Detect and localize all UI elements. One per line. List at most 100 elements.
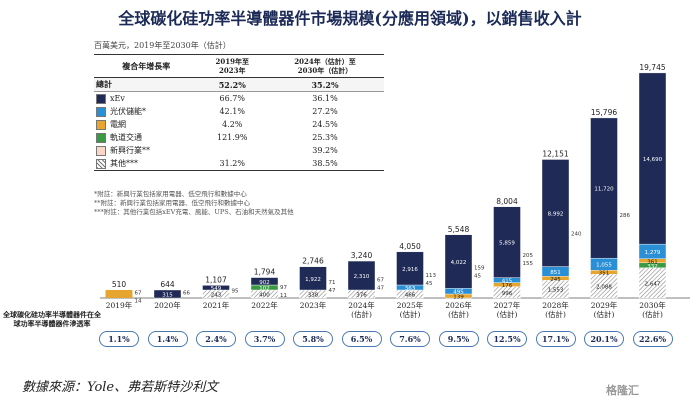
side-value-label: 95 [232, 288, 239, 294]
side-value-label: 11 [280, 293, 287, 299]
x-tick-label: 2020年 [154, 300, 181, 310]
penetration-rate-pill: 1.4% [147, 331, 188, 347]
cagr-row-rail: 軌道交通 121.9% 25.3% [94, 131, 384, 144]
cagr-row-label: xEv [110, 93, 125, 103]
penetration-rate-pill: 3.7% [244, 331, 285, 347]
cagr-row-c1: 66.7% [219, 94, 245, 103]
side-value-label: 71 [329, 280, 336, 286]
side-value-label: 155 [523, 261, 534, 267]
cagr-row-grid: 電網 4.2% 24.5% [94, 118, 384, 131]
x-tick-label: 2024年(估計) [348, 300, 375, 319]
unit-label: 百萬美元，2019年至2030年（估計） [94, 41, 231, 50]
bar-total-label: 4,050 [399, 242, 421, 251]
bar-segment-xEv [299, 266, 327, 291]
bar-segment-xEv [638, 72, 667, 245]
bar-segment-xEv [444, 234, 473, 289]
x-tick-label: 2026年(估計) [445, 300, 472, 319]
segment-value-label: 332 [647, 264, 658, 270]
segment-value-label: 139 [453, 295, 464, 301]
penetration-rate-pill: 17.1% [535, 331, 576, 347]
side-value-label: 67 [135, 290, 142, 296]
cagr-row-label: 軌道交通 [110, 133, 142, 142]
cagr-total-c2: 35.2% [266, 77, 384, 92]
segment-value-label: 1,055 [596, 263, 612, 269]
penetration-rate-pill: 7.6% [390, 331, 430, 347]
side-value-label: 97 [280, 285, 287, 291]
x-tick-label: 2021年 [203, 300, 230, 310]
page-title: 全球碳化硅功率半導體器件市場規模(分應用領域)，以銷售收入計 [118, 9, 582, 28]
cagr-row-emerging: 新興行業** 39.2% [94, 144, 384, 157]
legend-swatch-emerging [96, 146, 106, 156]
segment-value-label: 2,310 [354, 274, 370, 280]
segment-value-label: 466 [405, 293, 416, 299]
bar-segment-xEv [347, 260, 376, 291]
side-value-label: 47 [377, 285, 384, 291]
cagr-row-xev: xEv 66.7% 36.1% [94, 92, 384, 106]
cagr-col2-header: 2024年（估計）至 2030年（估計） [266, 54, 384, 78]
penetration-rate-pill: 12.5% [487, 331, 527, 347]
segment-value-label: 376 [356, 293, 367, 299]
bar-total-label: 5,548 [448, 225, 470, 234]
segment-value-label: 361 [647, 259, 658, 265]
bar-total-label: 15,796 [591, 108, 617, 117]
cagr-header-label: 複合年增長率 [94, 54, 199, 78]
legend-swatch-other [96, 159, 106, 169]
segment-value-label: 4,022 [451, 260, 467, 266]
segment-value-label: 243 [211, 293, 222, 299]
side-value-label: 240 [571, 232, 582, 238]
cagr-table-header: 複合年增長率 2019年至 2023年 2024年（估計）至 2030年（估計） [94, 54, 384, 78]
bar-total-label: 19,745 [639, 63, 665, 72]
segment-value-label: 996 [502, 291, 513, 297]
cagr-row-label: 新興行業** [110, 146, 150, 155]
bar-total-label: 8,004 [496, 197, 518, 206]
segment-value-label: 415 [502, 279, 513, 285]
bar-segment-xEv [250, 277, 279, 286]
side-value-label: 45 [474, 274, 481, 280]
segment-value-label: 549 [211, 286, 222, 292]
x-tick-label: 2030年(估計) [639, 300, 666, 319]
side-value-label: 205 [523, 253, 534, 259]
side-value-label: 113 [426, 273, 437, 279]
segment-value-label: 1,553 [548, 288, 564, 294]
segment-value-label: 400 [259, 293, 270, 299]
source-note: 數據來源：Yole、弗若斯特沙利文 [22, 380, 219, 395]
segment-value-label: 2,916 [402, 267, 418, 273]
bar-segment-xEv [202, 285, 230, 291]
segment-value-label: 351 [599, 271, 610, 277]
segment-value-label: 2,088 [596, 285, 612, 291]
side-value-label: 47 [329, 288, 336, 294]
cagr-row-c1: 4.2% [222, 120, 243, 129]
bar-segment-other [638, 267, 667, 299]
side-value-label: 67 [377, 277, 384, 283]
side-value-label: 14 [135, 298, 142, 304]
x-tick-label: 2019年 [106, 300, 133, 310]
penetration-rate-pill: 9.5% [438, 331, 479, 347]
bar-total-label: 2,746 [302, 257, 324, 266]
cagr-row-label: 電網 [110, 120, 126, 129]
cagr-row-c1: 42.1% [219, 107, 245, 116]
segment-value-label: 851 [550, 270, 561, 276]
segment-value-label: 363 [405, 286, 416, 292]
bar-segment-xEv [396, 251, 424, 286]
bar-segment-xEv [541, 159, 570, 267]
bar-segment-xEv [493, 206, 521, 278]
x-tick-label: 2027年(估計) [494, 300, 521, 319]
cagr-table: 複合年增長率 2019年至 2023年 2024年（估計）至 2030年（估計） 總… [94, 54, 384, 171]
cagr-row-c2: 25.3% [312, 133, 338, 142]
cagr-row-label: 光伏儲能* [110, 107, 146, 116]
penetration-rate-pill: 20.1% [584, 331, 624, 347]
segment-value-label: 495 [453, 290, 464, 296]
cagr-row-c2: 38.5% [312, 159, 338, 168]
bar-segment-xEv [153, 289, 182, 299]
segment-value-label: 176 [502, 283, 513, 289]
side-value-label: 45 [426, 281, 433, 287]
bar-total-label: 510 [112, 280, 127, 289]
cagr-row-other: 其他*** 31.2% 38.5% [94, 157, 384, 171]
segment-value-label: 1,279 [645, 250, 661, 256]
segment-value-label: 2,647 [645, 281, 661, 287]
bar-total-label: 1,107 [205, 275, 227, 284]
segment-value-label: 5,859 [499, 241, 515, 247]
segment-value-label: 14,690 [643, 157, 663, 163]
bar-total-label: 12,151 [542, 149, 568, 158]
x-tick-label: 2025年(估計) [397, 300, 424, 319]
